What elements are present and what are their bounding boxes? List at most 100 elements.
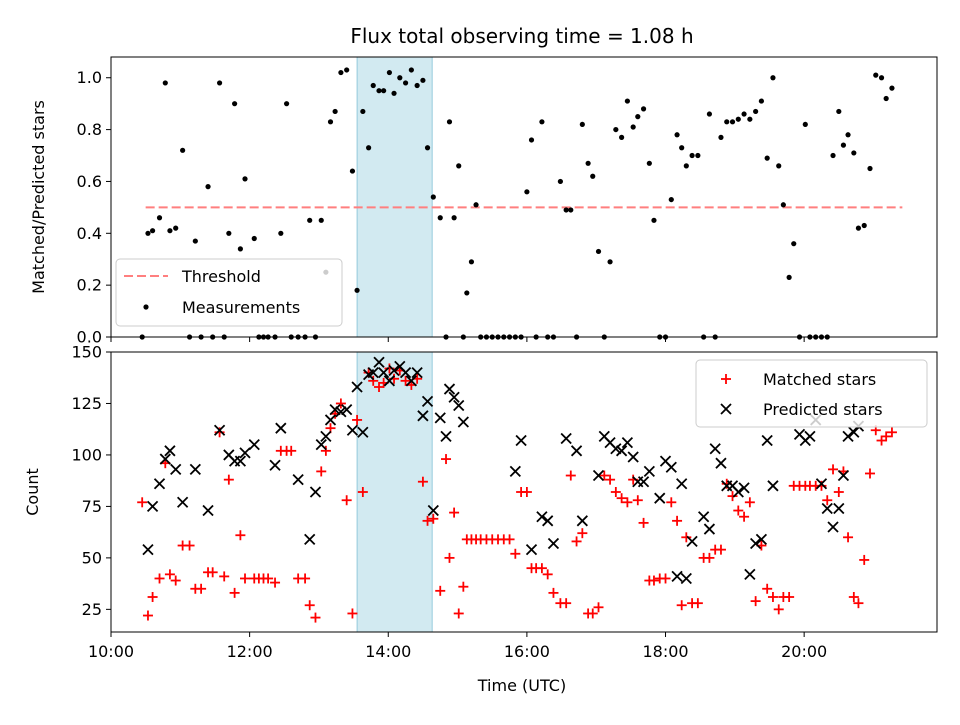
top-legend: Threshold Measurements	[115, 258, 343, 327]
predicted-star-point	[815, 478, 828, 490]
matched-star-point	[137, 497, 148, 508]
matched-star-point	[762, 583, 773, 594]
predicted-star-point	[275, 422, 287, 434]
matched-star-point	[571, 536, 582, 547]
measurement-point	[424, 145, 431, 151]
matched-star-point	[704, 552, 715, 563]
measurement-point	[635, 114, 641, 120]
measurement-point	[216, 80, 223, 86]
predicted-star-point	[621, 436, 634, 449]
matched-star-point	[733, 505, 744, 516]
measurement-point	[646, 160, 652, 166]
predicted-star-point	[164, 445, 176, 457]
measurement-point	[735, 116, 741, 122]
matched-star-point	[548, 587, 559, 598]
matched-star-point	[864, 468, 875, 479]
measurement-point	[332, 108, 338, 115]
matched-star-point	[270, 577, 281, 588]
measurement-point	[156, 215, 163, 221]
matched-star-point	[715, 544, 726, 555]
measurement-point	[414, 82, 420, 89]
predicted-star-point	[142, 544, 154, 556]
matched-star-point	[593, 602, 604, 613]
measurement-point	[237, 246, 243, 252]
matched-star-point	[417, 476, 428, 487]
predicted-star-point	[170, 463, 182, 475]
matched-star-point	[223, 474, 234, 485]
top-y-tick-label: 0.0	[77, 328, 102, 347]
matched-star-point	[632, 495, 643, 506]
predicted-star-point	[536, 511, 548, 523]
matched-star-point	[565, 470, 576, 481]
measurement-point	[753, 108, 759, 115]
measurement-point	[689, 152, 695, 159]
measurement-point	[145, 230, 151, 236]
measurement-point	[718, 134, 724, 140]
measurement-point	[668, 196, 674, 203]
matched-star-point	[229, 587, 240, 598]
top-highlight-band	[356, 56, 433, 338]
matched-star-point	[848, 592, 859, 602]
predicted-star-point	[320, 430, 332, 443]
matched-star-point	[352, 414, 363, 425]
predicted-star-point	[665, 461, 677, 473]
matched-star-point	[605, 474, 616, 485]
predicted-star-point	[269, 459, 281, 471]
predicted-star-point	[189, 463, 201, 475]
top-y-tick-label: 0.6	[77, 172, 102, 191]
top-x-ticks	[110, 337, 805, 342]
matched-star-point	[441, 454, 452, 465]
measurement-point	[180, 147, 186, 153]
measurement-point	[251, 235, 257, 242]
top-y-tick-label: 0.4	[77, 224, 102, 243]
bottom-legend-box	[695, 359, 928, 428]
predicted-star-point	[357, 426, 369, 438]
measurement-point	[770, 75, 776, 81]
measurement-point	[855, 225, 862, 231]
matched-star-point	[422, 515, 433, 526]
predicted-star-point	[755, 533, 768, 545]
top-y-tick-label: 0.8	[77, 120, 102, 139]
predicted-star-point	[292, 474, 304, 486]
matched-star-point	[521, 487, 532, 497]
measurement-point	[651, 217, 657, 223]
measurement-point	[563, 207, 569, 213]
predicted-star-point	[738, 482, 750, 494]
measurement-point	[861, 222, 867, 229]
bottom-highlight-band	[356, 351, 433, 633]
predicted-star-point	[248, 439, 260, 451]
predicted-star-point	[767, 480, 779, 492]
predicted-star-point	[324, 414, 337, 426]
bottom-y-tick-label: 100	[71, 445, 102, 464]
measurement-point	[391, 90, 397, 96]
predicted-star-point	[698, 511, 710, 523]
measurement-point	[830, 152, 836, 159]
predicted-star-point	[827, 521, 839, 533]
measurement-point	[242, 176, 248, 182]
legend-matched-marker	[721, 374, 731, 384]
measurement-point	[840, 142, 847, 148]
matched-star-point	[822, 495, 833, 506]
predicted-star-point	[388, 364, 400, 377]
matched-star-point	[363, 367, 374, 378]
measurement-point	[283, 101, 290, 107]
predicted-star-point	[383, 375, 396, 387]
matched-star-point	[510, 548, 521, 559]
measurement-point	[851, 150, 857, 156]
measurement-point	[446, 119, 453, 125]
measurement-point	[451, 215, 457, 221]
matched-star-point	[727, 491, 738, 502]
bottom-y-tick-label: 25	[82, 600, 102, 619]
measurement-point	[408, 67, 414, 73]
measurement-point	[149, 228, 156, 234]
predicted-star-point	[833, 502, 845, 515]
matched-star-point	[368, 375, 379, 386]
matched-star-point	[240, 573, 251, 584]
measurement-point	[619, 134, 625, 140]
matched-star-point	[666, 497, 677, 508]
predicted-star-point	[643, 465, 655, 478]
bottom-y-tick-label: 125	[71, 394, 102, 413]
bottom-x-tick-label: 14:00	[365, 642, 411, 661]
measurement-point	[845, 132, 851, 138]
measurement-point	[802, 121, 808, 128]
